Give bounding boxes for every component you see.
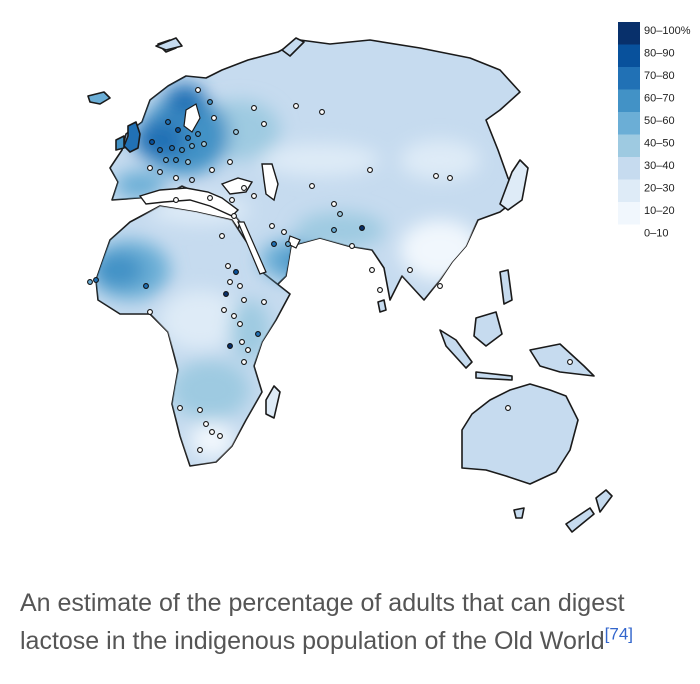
legend-swatch	[618, 112, 640, 135]
legend-swatch	[618, 67, 640, 90]
legend-label: 60–70	[644, 93, 675, 105]
legend-swatch	[618, 134, 640, 157]
legend-label: 20–30	[644, 183, 675, 195]
legend-swatch	[618, 22, 640, 45]
sumatra	[439, 329, 473, 369]
novaya-zemlya	[281, 37, 305, 57]
legend-swatch	[618, 44, 640, 67]
legend: 90–100% 80–90 70–80 60–70 50–60 40–50 30–40 20–…	[618, 22, 691, 247]
greenland-edge	[155, 37, 183, 51]
madagascar	[265, 385, 281, 419]
philippines	[499, 269, 513, 305]
caspian-sea	[261, 163, 279, 202]
caption-reference-link[interactable]: [74]	[604, 624, 634, 644]
map-svg: 90–100% 80–90 70–80 60–70 50–60 40–50 30–40 20–…	[87, 22, 691, 533]
japan	[499, 159, 529, 211]
new-zealand	[565, 489, 613, 533]
tasmania	[513, 507, 525, 519]
legend-label: 30–40	[644, 160, 675, 172]
legend-swatch	[618, 224, 640, 247]
new-guinea	[529, 343, 595, 377]
legend-swatch	[618, 202, 640, 225]
mediterranean-sea	[138, 187, 240, 217]
australia-landmass	[461, 383, 579, 485]
map-caption: An estimate of the percentage of adults …	[20, 584, 685, 660]
iceland	[87, 91, 111, 105]
lactase-persistence-map: 90–100% 80–90 70–80 60–70 50–60 40–50 30–40 20–…	[87, 22, 691, 533]
legend-label: 70–80	[644, 70, 675, 82]
sample-sites	[87, 87, 573, 453]
legend-swatch	[618, 89, 640, 112]
great-britain	[123, 121, 141, 153]
legend-swatch	[618, 179, 640, 202]
legend-label: 90–100%	[644, 25, 691, 37]
legend-label: 50–60	[644, 115, 675, 127]
java	[475, 371, 513, 381]
legend-swatch	[618, 157, 640, 180]
legend-label: 0–10	[644, 228, 668, 240]
ireland	[115, 135, 125, 151]
sri-lanka	[377, 299, 387, 313]
baltic-sea	[183, 103, 201, 133]
red-sea	[237, 221, 267, 275]
borneo	[473, 311, 503, 347]
legend-label: 80–90	[644, 48, 675, 60]
caption-text: An estimate of the percentage of adults …	[20, 589, 625, 655]
legend-label: 40–50	[644, 138, 675, 150]
legend-label: 10–20	[644, 205, 675, 217]
